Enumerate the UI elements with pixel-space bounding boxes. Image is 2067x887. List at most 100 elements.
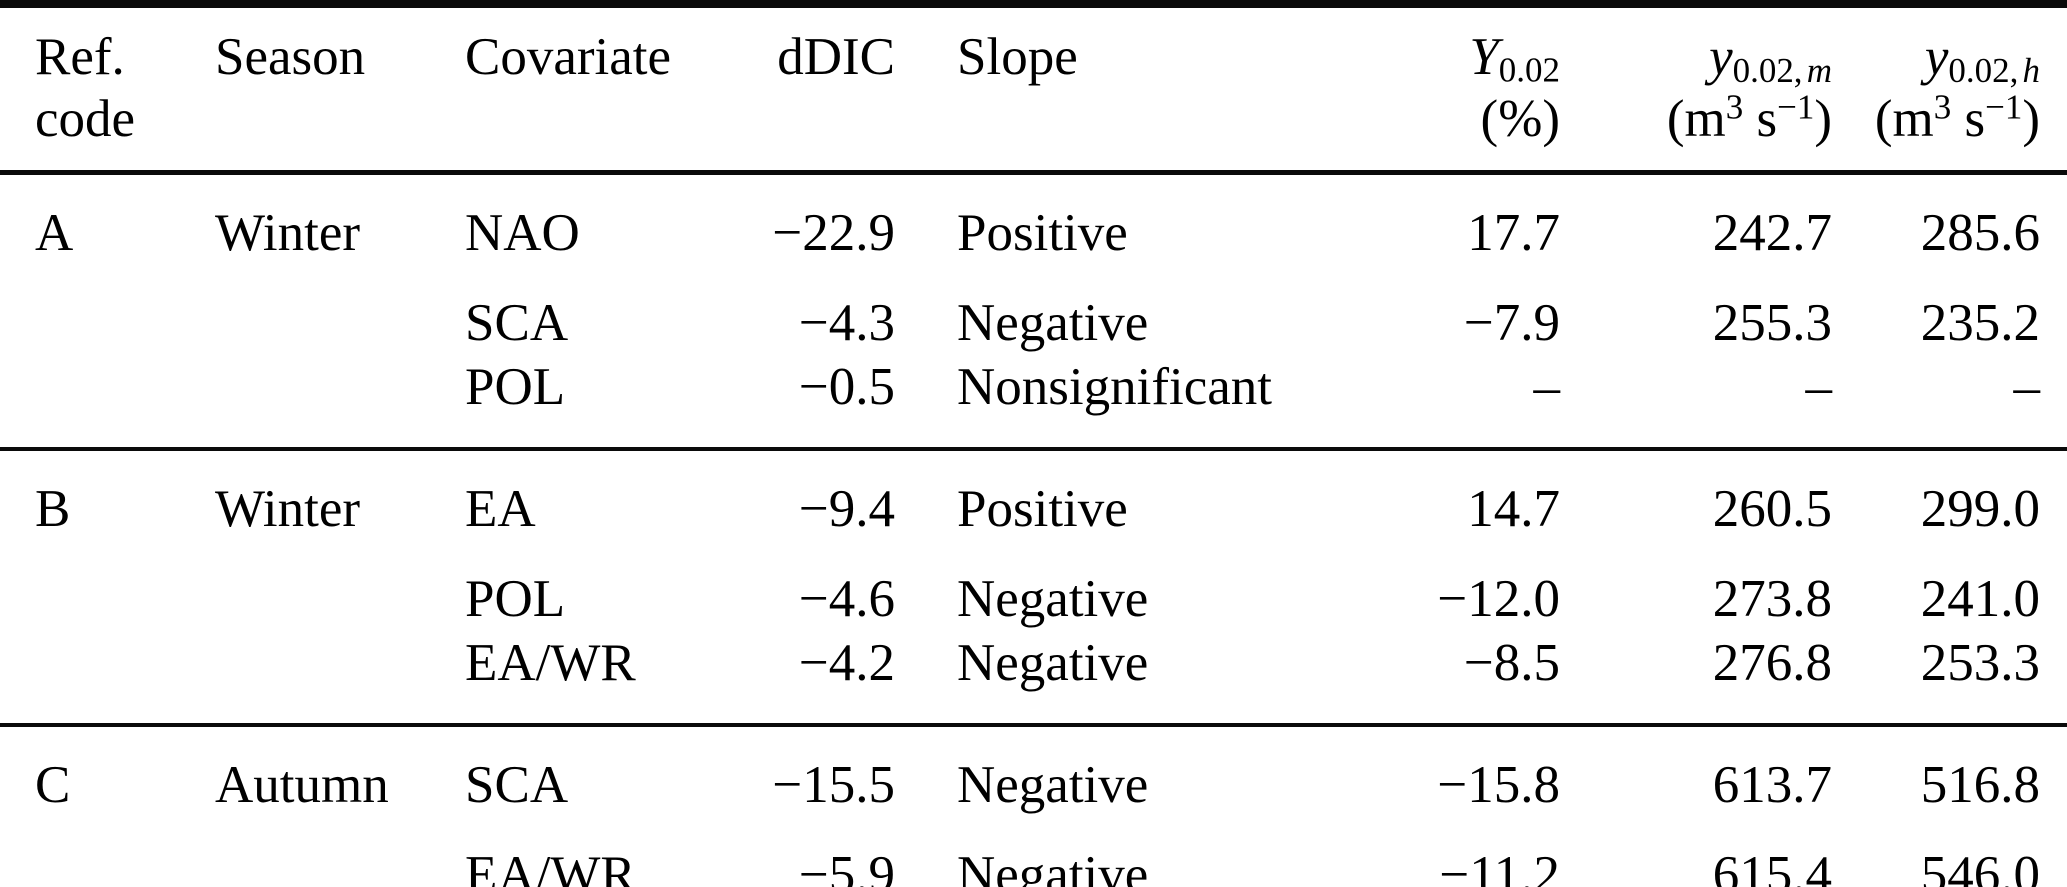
cell-season-empty	[215, 567, 465, 631]
cell-ref-empty	[0, 567, 215, 631]
cell-y-pct: −8.5	[1463, 634, 1560, 692]
cell-slope: Positive	[957, 204, 1128, 262]
col-header-y-pct-symbol: Y0.02	[1375, 26, 1560, 88]
y-m-unit-mid: s	[1743, 90, 1778, 148]
table-row: A Winter NAO −22.9 Positive 17.7 242.7 2…	[0, 173, 2067, 292]
cell-y-pct: –	[1533, 358, 1561, 416]
col-header-y-h-symbol: y0.02, h	[1832, 26, 2040, 88]
cell-season-empty	[215, 843, 465, 887]
cell-season: Winter	[215, 204, 361, 262]
y-m-subscript: 0.02, m	[1733, 51, 1832, 90]
cell-season: Autumn	[215, 723, 465, 843]
y-m-unit-pre: (m	[1666, 90, 1726, 148]
section-c: C Autumn SCA −15.5 Negative −15.8 613.7 …	[0, 723, 2067, 887]
col-header-y-m: y0.02, m (m3 s−1)	[1560, 4, 1832, 175]
y-h-unit-mid: s	[1951, 90, 1986, 148]
cell-ddic: −4.3	[798, 294, 895, 352]
cell-ref: A	[35, 204, 74, 262]
table-header: Ref. code Season Covariate dDIC Slope Y0…	[0, 4, 2067, 175]
y-h-unit-exp2: −1	[1985, 87, 2023, 127]
cell-y-pct: −15.8	[1375, 723, 1560, 843]
col-header-season: Season	[215, 4, 465, 175]
table-row: POL −4.6 Negative −12.0 273.8 241.0	[0, 567, 2067, 631]
cell-ddic: −0.5	[798, 358, 895, 416]
col-header-slope-label: Slope	[957, 28, 1078, 86]
table-row: EA/WR −5.9 Negative −11.2 615.4 546.0	[0, 843, 2067, 887]
cell-y-pct: −12.0	[1437, 570, 1560, 628]
cell-slope: Negative	[957, 294, 1149, 352]
col-header-ref-code: Ref. code	[0, 4, 215, 175]
cell-slope: Negative	[895, 723, 1375, 843]
cell-ddic: −15.5	[715, 723, 895, 843]
col-header-y-pct-unit: (%)	[1480, 90, 1560, 148]
cell-ref-empty	[0, 355, 215, 449]
col-header-y-pct: Y0.02 (%)	[1375, 4, 1560, 175]
cell-ref-empty	[0, 291, 215, 355]
cell-covariate: SCA	[465, 294, 569, 352]
cell-ddic: −4.2	[798, 634, 895, 692]
cell-ref: C	[0, 723, 215, 843]
col-header-covariate: Covariate	[465, 4, 715, 175]
cell-y-h: 253.3	[1920, 634, 2040, 692]
cell-y-pct: 14.7	[1375, 447, 1560, 567]
y-m-unit-exp1: 3	[1725, 87, 1744, 127]
y-pct-subscript: 0.02	[1498, 50, 1560, 90]
cell-slope: Negative	[957, 634, 1149, 692]
cell-covariate: NAO	[465, 204, 580, 262]
cell-y-m: 260.5	[1560, 447, 1832, 567]
cell-y-m: 242.7	[1712, 204, 1832, 262]
cell-y-h: 299.0	[1832, 447, 2067, 567]
header-row: Ref. code Season Covariate dDIC Slope Y0…	[0, 4, 2067, 175]
y-h-unit-exp1: 3	[1933, 87, 1952, 127]
cell-y-h: 546.0	[1920, 846, 2040, 887]
cell-slope: Nonsignificant	[957, 358, 1272, 416]
col-header-ref-code-line2: code	[35, 90, 136, 148]
cell-y-h: 235.2	[1920, 294, 2040, 352]
cell-covariate: EA/WR	[465, 634, 636, 692]
y-m-unit-exp2: −1	[1777, 87, 1815, 127]
cell-ref-empty	[0, 631, 215, 725]
y-h-subscript-number: 0.02,	[1948, 50, 2019, 90]
cell-y-h: –	[2013, 358, 2041, 416]
col-header-slope: Slope	[895, 4, 1375, 175]
cell-y-m: 273.8	[1712, 570, 1832, 628]
table-row: POL −0.5 Nonsignificant – – –	[0, 355, 2067, 449]
cell-y-m: 615.4	[1712, 846, 1832, 887]
cell-ref: B	[0, 447, 215, 567]
cell-y-m: 276.8	[1712, 634, 1832, 692]
col-header-y-m-unit: (m3 s−1)	[1560, 88, 1832, 150]
y-m-symbol: y	[1709, 28, 1733, 86]
table-row: C Autumn SCA −15.5 Negative −15.8 613.7 …	[0, 723, 2067, 843]
cell-season-empty	[215, 355, 465, 449]
cell-slope: Negative	[957, 570, 1149, 628]
cell-y-m: –	[1805, 358, 1833, 416]
table-row: SCA −4.3 Negative −7.9 255.3 235.2	[0, 291, 2067, 355]
cell-season: Winter	[215, 447, 465, 567]
cell-ddic: −9.4	[715, 447, 895, 567]
cell-y-m: 613.7	[1560, 723, 1832, 843]
y-m-unit-post: )	[1814, 90, 1832, 148]
cell-slope: Negative	[957, 846, 1149, 887]
col-header-y-h: y0.02, h (m3 s−1)	[1832, 4, 2067, 175]
y-h-unit-pre: (m	[1874, 90, 1934, 148]
col-header-y-m-symbol: y0.02, m	[1560, 26, 1832, 88]
cell-y-m: 255.3	[1712, 294, 1832, 352]
table-row: EA/WR −4.2 Negative −8.5 276.8 253.3	[0, 631, 2067, 725]
table-row: B Winter EA −9.4 Positive 14.7 260.5 299…	[0, 447, 2067, 567]
cell-ddic: −22.9	[772, 204, 895, 262]
cell-covariate: SCA	[465, 723, 715, 843]
col-header-ddic: dDIC	[715, 4, 895, 175]
cell-covariate: POL	[465, 358, 566, 416]
cell-ref-empty	[0, 843, 215, 887]
cell-season-empty	[215, 291, 465, 355]
cell-season-empty	[215, 631, 465, 725]
cell-y-h: 516.8	[1832, 723, 2067, 843]
cell-y-pct: −7.9	[1463, 294, 1560, 352]
y-pct-symbol: Y	[1469, 28, 1499, 86]
cell-ddic: −4.6	[798, 570, 895, 628]
y-h-subscript-var: h	[2022, 50, 2040, 90]
cell-ddic: −5.9	[798, 846, 895, 887]
section-b: B Winter EA −9.4 Positive 14.7 260.5 299…	[0, 447, 2067, 725]
